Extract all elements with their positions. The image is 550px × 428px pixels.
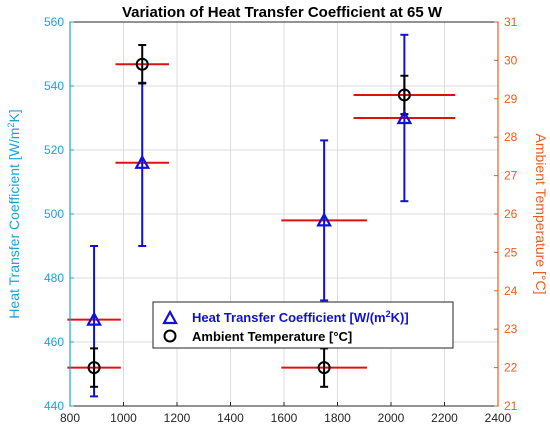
left-y-tick-label: 480 bbox=[44, 271, 64, 285]
right-y-tick-label: 25 bbox=[504, 245, 518, 259]
right-y-tick-label: 29 bbox=[504, 92, 518, 106]
left-y-axis-label: Heat Transfer Coefficient [W/m2K] bbox=[6, 109, 22, 318]
left-y-tick-label: 540 bbox=[44, 79, 64, 93]
x-tick-label: 2200 bbox=[431, 411, 458, 425]
x-tick-label: 1000 bbox=[110, 411, 137, 425]
legend-entry-htc-end: K)] bbox=[391, 310, 409, 325]
htc-point bbox=[134, 154, 151, 169]
right-y-tick-label: 23 bbox=[504, 322, 518, 336]
chart-title: Variation of Heat Transfer Coefficient a… bbox=[122, 4, 443, 21]
ambient-point bbox=[317, 361, 331, 375]
x-tick-label: 1400 bbox=[217, 411, 244, 425]
right-y-axis: 21 22 23 24 25 26 27 28 29 30 31 bbox=[494, 15, 518, 413]
x-tick-label: 800 bbox=[60, 411, 80, 425]
data-markers bbox=[86, 57, 413, 375]
htc-point bbox=[86, 311, 102, 326]
right-y-tick-label: 28 bbox=[504, 130, 518, 144]
x-axis: 800 1000 1200 1400 1600 1800 2000 2200 2400 bbox=[60, 402, 512, 425]
htc-point bbox=[316, 212, 332, 227]
left-y-axis-label-main: Heat Transfer Coefficient [W/m bbox=[6, 128, 22, 319]
right-y-tick-label: 22 bbox=[504, 361, 518, 375]
left-y-tick-label: 500 bbox=[44, 207, 64, 221]
legend-circle-marker bbox=[163, 329, 177, 343]
x-tick-label: 2000 bbox=[378, 411, 405, 425]
left-y-axis-label-sup: 2 bbox=[6, 123, 16, 128]
left-y-tick-label: 560 bbox=[44, 15, 64, 29]
left-y-axis-label-end: K] bbox=[6, 109, 22, 122]
legend-entry-htc-main: Heat Transfer Coefficient [W/(m bbox=[192, 310, 386, 325]
right-y-axis-label: Ambient Temperature [°C] bbox=[533, 134, 549, 295]
right-y-tick-label: 21 bbox=[504, 399, 518, 413]
left-y-tick-label: 520 bbox=[44, 143, 64, 157]
legend-entry-htc: Heat Transfer Coefficient [W/(m2K)] bbox=[192, 309, 409, 325]
legend-entry-htc-sup: 2 bbox=[386, 309, 391, 319]
legend-box bbox=[152, 301, 454, 349]
left-y-tick-label: 460 bbox=[44, 335, 64, 349]
x-tick-label: 1200 bbox=[164, 411, 191, 425]
right-y-tick-label: 26 bbox=[504, 207, 518, 221]
ambient-point bbox=[87, 361, 101, 375]
left-y-axis: 440 460 480 500 520 540 560 bbox=[44, 15, 74, 413]
right-y-tick-label: 24 bbox=[504, 284, 518, 298]
htc-point bbox=[396, 109, 413, 125]
legend-entry-ambient: Ambient Temperature [°C] bbox=[192, 329, 352, 344]
right-y-tick-label: 31 bbox=[504, 15, 518, 29]
right-y-tick-label: 30 bbox=[504, 53, 518, 67]
x-tick-label: 1800 bbox=[324, 411, 351, 425]
grid bbox=[69, 21, 499, 407]
vertical-error-bars bbox=[90, 33, 409, 398]
ambient-point bbox=[135, 57, 149, 71]
legend: Heat Transfer Coefficient [W/(m2K)] Ambi… bbox=[152, 301, 454, 349]
right-y-tick-label: 27 bbox=[504, 169, 518, 183]
legend-triangle-marker bbox=[162, 309, 178, 325]
left-y-tick-label: 440 bbox=[44, 399, 64, 413]
x-tick-label: 1600 bbox=[271, 411, 298, 425]
x-tick-label: 2400 bbox=[485, 411, 512, 425]
ambient-point bbox=[397, 88, 411, 102]
